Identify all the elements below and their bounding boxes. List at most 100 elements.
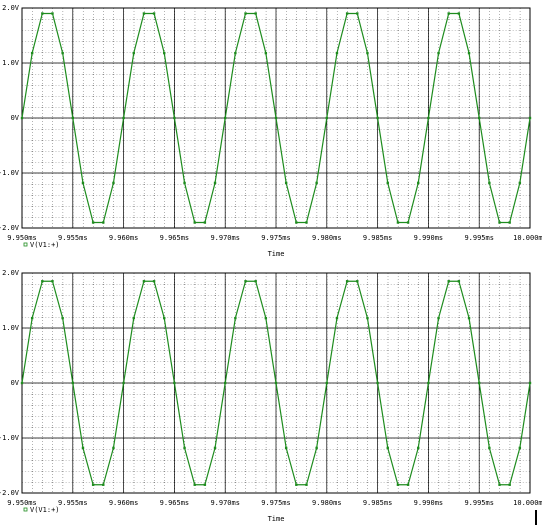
data-point: [132, 51, 135, 55]
x-tick-label: 9.990ms: [414, 234, 444, 242]
x-tick-label: 10.000ms: [513, 234, 542, 242]
data-point: [224, 116, 227, 120]
data-point: [406, 221, 410, 224]
data-point: [345, 280, 349, 283]
data-point: [528, 116, 532, 120]
x-tick-label: 9.980ms: [312, 499, 342, 507]
data-point: [112, 446, 115, 450]
x-tick-label: 9.965ms: [160, 499, 190, 507]
data-point: [163, 316, 166, 320]
legend-label: V(V1:+): [30, 506, 60, 514]
data-point: [305, 221, 308, 224]
data-point: [335, 316, 339, 320]
data-point: [325, 116, 328, 120]
data-point: [356, 280, 359, 283]
data-point: [284, 446, 288, 450]
data-point: [81, 181, 85, 185]
data-point: [325, 381, 328, 385]
data-point: [478, 381, 481, 385]
data-point: [254, 12, 257, 15]
legend-marker: [23, 242, 28, 247]
data-point: [386, 181, 389, 185]
data-point: [81, 446, 85, 450]
data-point: [71, 381, 74, 385]
data-point: [122, 116, 125, 120]
data-point: [152, 12, 156, 15]
y-tick-label: -2.0V: [0, 224, 20, 232]
data-point: [508, 221, 511, 224]
data-point: [20, 381, 24, 385]
x-tick-label: 9.965ms: [160, 234, 190, 242]
data-point: [254, 280, 257, 283]
data-point: [91, 483, 95, 486]
y-tick-label: -2.0V: [0, 489, 20, 497]
data-point: [163, 51, 166, 55]
data-point: [244, 12, 247, 15]
x-tick-label: 9.970ms: [210, 234, 240, 242]
data-point: [213, 181, 217, 185]
data-point: [376, 381, 379, 385]
data-point: [447, 12, 450, 15]
data-point: [498, 221, 501, 224]
data-point: [71, 116, 74, 120]
data-point: [284, 181, 288, 185]
x-tick-label: 9.960ms: [109, 499, 139, 507]
x-tick-label: 9.990ms: [414, 499, 444, 507]
data-point: [518, 181, 522, 185]
data-point: [396, 483, 400, 486]
data-point: [132, 316, 135, 320]
data-point: [102, 483, 105, 486]
x-tick-label: 9.995ms: [464, 234, 494, 242]
data-point: [467, 51, 471, 55]
data-point: [142, 12, 146, 15]
data-point: [417, 181, 420, 185]
data-point: [122, 381, 125, 385]
x-tick-label: 10.000ms: [513, 499, 542, 507]
y-tick-label: 2.0V: [2, 269, 20, 277]
data-point: [295, 483, 298, 486]
x-axis-label: Time: [268, 515, 285, 523]
data-point: [376, 116, 379, 120]
data-point: [224, 381, 227, 385]
data-point: [173, 381, 176, 385]
data-point: [274, 116, 278, 120]
x-axis-label: Time: [268, 250, 285, 258]
x-tick-label: 9.970ms: [210, 499, 240, 507]
data-point: [30, 51, 34, 55]
data-point: [203, 483, 207, 486]
data-point: [417, 446, 420, 450]
data-point: [142, 280, 146, 283]
data-point: [345, 12, 349, 15]
data-point: [457, 12, 461, 15]
y-tick-label: 2.0V: [2, 4, 20, 12]
data-point: [498, 483, 501, 486]
data-point: [183, 181, 186, 185]
y-tick-label: 0V: [11, 114, 20, 122]
data-point: [61, 316, 64, 320]
data-point: [274, 381, 278, 385]
data-point: [335, 51, 339, 55]
data-point: [244, 280, 247, 283]
data-point: [488, 181, 491, 185]
data-point: [427, 381, 430, 385]
data-point: [508, 483, 511, 486]
x-tick-label: 9.955ms: [58, 234, 88, 242]
data-point: [366, 316, 369, 320]
data-point: [112, 181, 115, 185]
data-point: [183, 446, 186, 450]
data-point: [91, 221, 95, 224]
data-point: [478, 116, 481, 120]
data-point: [386, 446, 389, 450]
data-point: [102, 221, 105, 224]
data-point: [315, 181, 318, 185]
data-point: [20, 116, 24, 120]
y-tick-label: 1.0V: [2, 59, 20, 67]
data-point: [234, 316, 237, 320]
y-tick-label: -1.0V: [0, 434, 20, 442]
data-point: [234, 51, 237, 55]
data-point: [61, 51, 64, 55]
x-tick-label: 9.960ms: [109, 234, 139, 242]
x-tick-label: 9.955ms: [58, 499, 88, 507]
data-point: [173, 116, 176, 120]
data-point: [305, 483, 308, 486]
